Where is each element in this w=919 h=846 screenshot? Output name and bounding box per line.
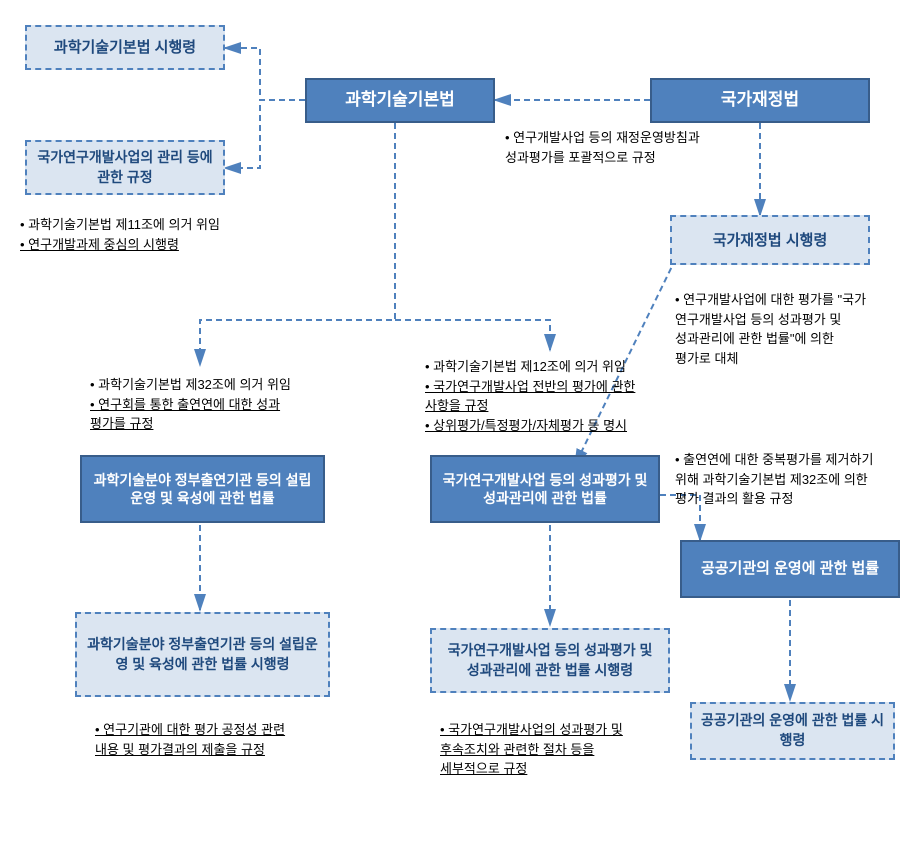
- note-evaluation-substitute: • 연구개발사업에 대한 평가를 "국가 연구개발사업 등의 성과평가 및 성과…: [675, 290, 915, 368]
- note-line: 세부적으로 규정: [440, 759, 680, 779]
- node-public-inst-operation-law: 공공기관의 운영에 관한 법률: [680, 540, 900, 598]
- note-line: • 연구개발과제 중심의 시행령: [20, 235, 280, 255]
- note-line: • 연구회를 통한 출연연에 대한 성과: [90, 395, 340, 415]
- note-line: 후속조치와 관련한 절차 등을: [440, 740, 680, 760]
- node-sci-tech-basic-law: 과학기술기본법: [305, 78, 495, 123]
- note-duplicate-eval: • 출연연에 대한 중복평가를 제거하기 위해 과학기술기본법 제32조에 의한…: [675, 450, 915, 509]
- note-line: • 출연연에 대한 중복평가를 제거하기: [675, 450, 915, 470]
- note-line: 내용 및 평가결과의 제출을 규정: [95, 740, 345, 760]
- note-line: 평가를 규정: [90, 414, 340, 434]
- note-line: • 연구기관에 대한 평가 공정성 관련: [95, 720, 345, 740]
- note-line: • 과학기술기본법 제12조에 의거 위임: [425, 357, 685, 377]
- note-article11: • 과학기술기본법 제11조에 의거 위임 • 연구개발과제 중심의 시행령: [20, 215, 280, 254]
- node-gov-research-inst-law: 과학기술분야 정부출연기관 등의 설립운영 및 육성에 관한 법률: [80, 455, 325, 523]
- node-national-finance-law: 국가재정법: [650, 78, 870, 123]
- node-public-inst-operation-law-decree: 공공기관의 운영에 관한 법률 시행령: [690, 702, 895, 760]
- note-line: • 연구개발사업 등의 재정운영방침과: [505, 128, 735, 148]
- node-sci-tech-basic-law-decree: 과학기술기본법 시행령: [25, 25, 225, 70]
- note-line: 위해 과학기술기본법 제32조에 의한: [675, 470, 915, 490]
- note-line: • 연구개발사업에 대한 평가를 "국가: [675, 290, 915, 310]
- node-rnd-management-regulation: 국가연구개발사업의 관리 등에 관한 규정: [25, 140, 225, 195]
- note-line: • 과학기술기본법 제11조에 의거 위임: [20, 215, 280, 235]
- note-line: 연구개발사업 등의 성과평가 및: [675, 310, 915, 330]
- node-gov-research-inst-law-decree: 과학기술분야 정부출연기관 등의 설립운영 및 육성에 관한 법률 시행령: [75, 612, 330, 697]
- note-finance-law-scope: • 연구개발사업 등의 재정운영방침과 성과평가를 포괄적으로 규정: [505, 128, 735, 167]
- node-rnd-performance-eval-law: 국가연구개발사업 등의 성과평가 및 성과관리에 관한 법률: [430, 455, 660, 523]
- node-national-finance-law-decree: 국가재정법 시행령: [670, 215, 870, 265]
- note-line: • 상위평가/특정평가/자체평가 등 명시: [425, 416, 685, 436]
- note-line: 평가로 대체: [675, 349, 915, 369]
- note-article32: • 과학기술기본법 제32조에 의거 위임 • 연구회를 통한 출연연에 대한 …: [90, 375, 340, 434]
- note-fairness: • 연구기관에 대한 평가 공정성 관련 내용 및 평가결과의 제출을 규정: [95, 720, 345, 759]
- note-line: • 국가연구개발사업 전반의 평가에 관한: [425, 377, 685, 397]
- note-line: • 과학기술기본법 제32조에 의거 위임: [90, 375, 340, 395]
- note-line: 평가 결과의 활용 규정: [675, 489, 915, 509]
- note-line: 성과평가를 포괄적으로 규정: [505, 148, 735, 168]
- note-followup-procedure: • 국가연구개발사업의 성과평가 및 후속조치와 관련한 절차 등을 세부적으로…: [440, 720, 680, 779]
- note-line: • 국가연구개발사업의 성과평가 및: [440, 720, 680, 740]
- node-rnd-performance-eval-law-decree: 국가연구개발사업 등의 성과평가 및 성과관리에 관한 법률 시행령: [430, 628, 670, 693]
- note-line: 성과관리에 관한 법률"에 의한: [675, 329, 915, 349]
- note-article12: • 과학기술기본법 제12조에 의거 위임 • 국가연구개발사업 전반의 평가에…: [425, 357, 685, 435]
- note-line: 사항을 규정: [425, 396, 685, 416]
